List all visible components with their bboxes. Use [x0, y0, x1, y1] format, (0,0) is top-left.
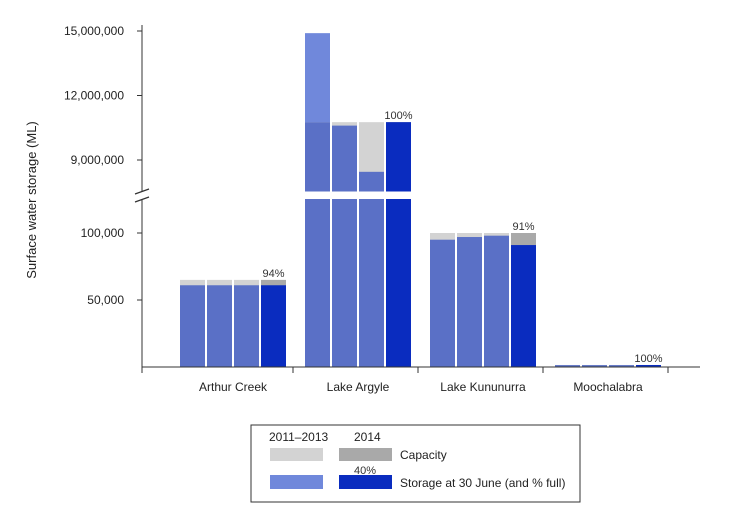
- storage-bar: [305, 199, 330, 367]
- storage-bar: [582, 365, 607, 367]
- storage-bar: [332, 125, 357, 192]
- storage-bar: [234, 285, 259, 367]
- storage-bar: [180, 285, 205, 367]
- storage-bar: [484, 235, 509, 367]
- storage-bar: [332, 199, 357, 367]
- legend-header-past: 2011–2013: [269, 430, 329, 444]
- percent-full-label: 94%: [262, 268, 284, 280]
- percent-full-label: 100%: [384, 110, 412, 122]
- storage-bar: [305, 122, 330, 192]
- y-tick-label: 12,000,000: [64, 89, 124, 103]
- axes-layer: [134, 25, 700, 373]
- legend-capacity-current-swatch: [339, 448, 392, 461]
- legend-box: [250, 424, 581, 503]
- storage-bar: [386, 122, 411, 192]
- legend-storage-past-swatch: [270, 475, 323, 489]
- axis-break-mark: [134, 188, 150, 195]
- storage-bar: [609, 365, 634, 367]
- y-tick-label: 50,000: [87, 293, 124, 307]
- storage-bar: [261, 285, 286, 367]
- legend: 2011–2013 2014 Capacity 40% Storage at 3…: [250, 424, 581, 503]
- category-label: Lake Argyle: [327, 380, 390, 394]
- axis-break-mark: [134, 196, 150, 203]
- category-label: Moochalabra: [573, 380, 643, 394]
- storage-bar: [386, 199, 411, 367]
- bars-layer: [180, 33, 661, 367]
- storage-bar: [511, 245, 536, 367]
- category-label: Arthur Creek: [199, 380, 268, 394]
- storage-bar: [207, 285, 232, 367]
- y-axis-title: Surface water storage (ML): [24, 121, 39, 279]
- legend-example-percent: 40%: [354, 465, 376, 477]
- axis-break-gap: [138, 192, 700, 199]
- y-tick-label: 100,000: [81, 226, 125, 240]
- storage-bar-excess: [305, 33, 330, 123]
- percent-full-label: 91%: [512, 221, 534, 233]
- storage-bar: [555, 365, 580, 367]
- legend-storage-current-swatch: [339, 475, 392, 489]
- storage-bar: [430, 239, 455, 367]
- category-label: Lake Kununurra: [440, 380, 526, 394]
- storage-bar: [457, 237, 482, 367]
- storage-bar: [359, 199, 384, 367]
- storage-bar: [359, 171, 384, 192]
- percent-full-label: 100%: [634, 353, 662, 365]
- legend-capacity-past-swatch: [270, 448, 323, 461]
- storage-bar: [636, 364, 661, 367]
- legend-storage-label: Storage at 30 June (and % full): [400, 476, 565, 490]
- y-tick-label: 9,000,000: [71, 153, 125, 167]
- legend-capacity-label: Capacity: [400, 448, 447, 462]
- legend-header-current: 2014: [354, 430, 381, 444]
- labels-layer: 94% Arthur Creek 100% Lake Argyle 91% Lake Ku…: [64, 24, 663, 394]
- y-tick-label: 15,000,000: [64, 24, 124, 38]
